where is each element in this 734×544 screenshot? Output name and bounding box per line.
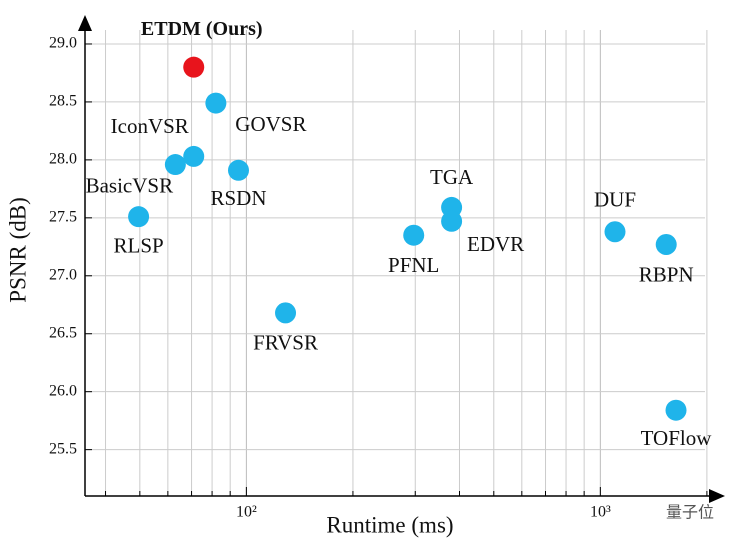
point (164, 154, 186, 176)
point (227, 159, 249, 181)
point (403, 224, 425, 246)
y-tick-label: 25.5 (49, 440, 77, 457)
point-label: TGA (430, 165, 474, 189)
x-tick-label: 10³ (590, 504, 611, 521)
point-label: BasicVSR (86, 173, 174, 197)
y-arrow (78, 15, 92, 31)
point (183, 145, 205, 167)
point (128, 206, 150, 228)
y-tick-label: 27.5 (49, 209, 77, 226)
point (665, 399, 687, 421)
point-label: GOVSR (235, 112, 306, 136)
watermark: 量子位 (666, 503, 714, 522)
point-label: RBPN (639, 262, 694, 286)
point-label: RSDN (210, 186, 266, 210)
point (183, 56, 205, 78)
point (275, 302, 297, 324)
point (655, 233, 677, 255)
point-label: PFNL (388, 253, 439, 277)
point-label: RLSP (113, 233, 163, 257)
point-label: IconVSR (111, 114, 189, 138)
point-label: EDVR (467, 232, 524, 256)
point-label: FRVSR (253, 331, 318, 355)
x-tick-label: 10² (236, 504, 257, 521)
x-arrow (709, 489, 725, 503)
y-axis-label: PSNR (dB) (5, 197, 30, 302)
point (604, 221, 626, 243)
x-axis-label: Runtime (ms) (326, 512, 453, 537)
y-tick-label: 27.0 (49, 266, 77, 283)
point-label: DUF (594, 188, 636, 212)
y-tick-label: 26.5 (49, 324, 77, 341)
y-tick-label: 29.0 (49, 35, 77, 52)
point (205, 92, 227, 114)
y-tick-label: 28.0 (49, 151, 77, 168)
point-label: TOFlow (641, 426, 713, 450)
y-tick-label: 28.5 (49, 93, 77, 110)
point-label: ETDM (Ours) (141, 18, 263, 40)
point (441, 210, 463, 232)
y-tick-label: 26.0 (49, 382, 77, 399)
